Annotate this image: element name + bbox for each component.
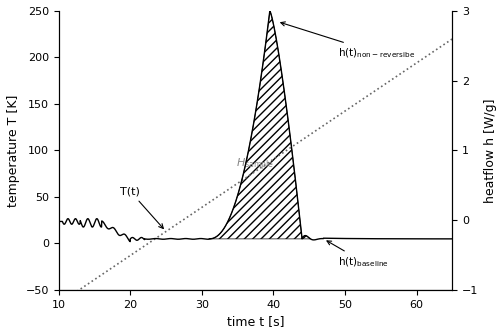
Text: h(t)$_{\mathregular{baseline}}$: h(t)$_{\mathregular{baseline}}$ bbox=[327, 241, 389, 269]
Y-axis label: heatflow h [W/g]: heatflow h [W/g] bbox=[484, 98, 497, 203]
Text: T(t): T(t) bbox=[120, 186, 163, 228]
Text: $H_{\mathregular{sample}}$: $H_{\mathregular{sample}}$ bbox=[236, 156, 275, 173]
X-axis label: time t [s]: time t [s] bbox=[227, 315, 284, 328]
Y-axis label: temperature T [K]: temperature T [K] bbox=[7, 94, 20, 207]
Text: h(t)$_{\mathregular{non-reversibe}}$: h(t)$_{\mathregular{non-reversibe}}$ bbox=[281, 22, 415, 60]
